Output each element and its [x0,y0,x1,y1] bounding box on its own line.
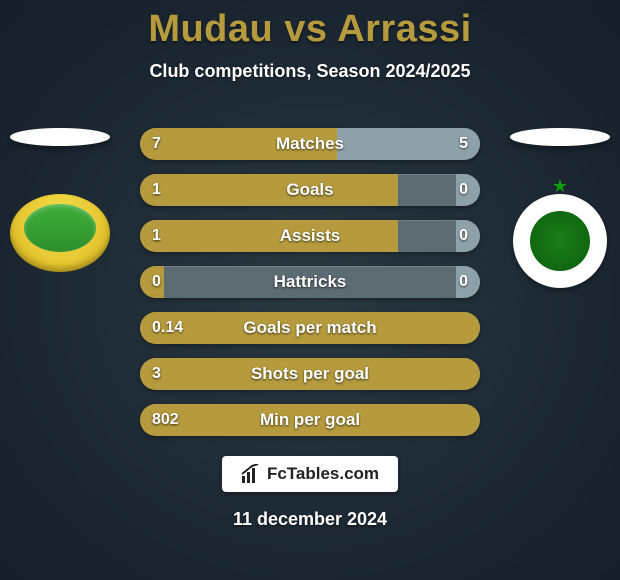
stat-label: Min per goal [140,404,480,436]
page-subtitle: Club competitions, Season 2024/2025 [0,61,620,82]
page-title: Mudau vs Arrassi [0,8,620,51]
date-text: 11 december 2024 [0,509,620,530]
stat-row: 0.14Goals per match [140,312,480,344]
stat-label: Matches [140,128,480,160]
club-badge-right-inner [530,211,590,271]
stat-row: 75Matches [140,128,480,160]
chart-icon [241,464,261,484]
stat-label: Shots per goal [140,358,480,390]
stat-label: Assists [140,220,480,252]
stat-row: 00Hattricks [140,266,480,298]
branding-badge: FcTables.com [222,456,398,492]
stats-panel: 75Matches 10Goals 10Assists 00Hattricks 0.14… [140,128,480,450]
stat-row: 10Goals [140,174,480,206]
stat-label: Goals [140,174,480,206]
star-icon: ★ [552,176,568,197]
stat-row: 802Min per goal [140,404,480,436]
comparison-card: Mudau vs Arrassi Club competitions, Seas… [0,8,620,580]
stat-label: Hattricks [140,266,480,298]
stat-row: 10Assists [140,220,480,252]
player-left-column [10,128,110,272]
player-left-silhouette [10,128,110,146]
club-badge-left [10,194,110,272]
club-badge-right: ★ [513,194,607,288]
player-right-column: ★ [510,128,610,288]
player-right-silhouette [510,128,610,146]
stat-label: Goals per match [140,312,480,344]
stat-row: 3Shots per goal [140,358,480,390]
branding-text: FcTables.com [267,464,379,484]
